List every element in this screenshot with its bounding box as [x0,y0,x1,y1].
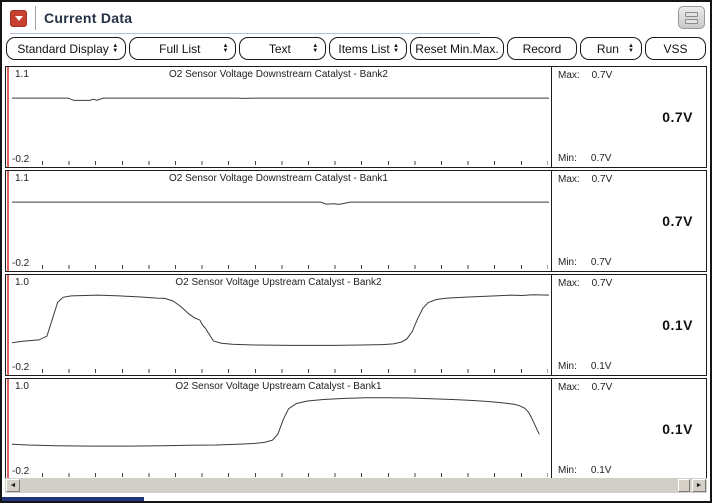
list-bars-icon [685,11,698,17]
button-label: Reset Min.Max. [415,41,499,56]
x-axis-ticks [42,369,548,373]
max-label: Max: [558,382,580,393]
readout-panel: Max: 0.7V 0.7V Min: 0.7V [553,171,706,271]
dropdown-label: Full List [159,41,201,56]
min-label: Min: [558,257,577,268]
x-axis-ticks [42,473,548,477]
y-min-label: -0.2 [12,154,30,165]
button-label: VSS [663,41,688,56]
dropdown-label: Text [268,41,291,56]
min-label: Min: [558,361,577,372]
y-min-label: -0.2 [12,362,30,373]
y-max-label: 1.1 [15,69,29,80]
chart-panel-upstream-bank2: 1.0 O2 Sensor Voltage Upstream Catalyst … [5,274,707,376]
chart-title: O2 Sensor Voltage Downstream Catalyst - … [169,69,388,80]
y-max-label: 1.1 [15,173,29,184]
window-menu-button[interactable] [10,9,27,27]
dropdown-label: Items List [338,41,390,56]
current-value: 0.1V [662,317,693,333]
sweep-cursor-line [7,171,9,271]
current-value: 0.1V [662,421,693,437]
y-max-label: 1.0 [15,381,29,392]
toolbar: Standard Display Full List Text Items Li… [2,34,710,65]
min-value: 0.7V [590,153,612,164]
title-bar: Current Data [2,2,710,34]
readout-panel: Max: 0.7V 0.1V Min: 0.1V [553,379,706,479]
min-value: 0.1V [590,361,612,372]
max-value: 0.7V [591,278,613,289]
items-list-dropdown[interactable]: Items List [329,37,407,60]
dropdown-arrows-icon [223,44,229,54]
display-mode-dropdown[interactable]: Standard Display [6,37,127,60]
plot-info-divider [551,379,552,479]
scroll-left-button[interactable]: ◄ [6,479,20,492]
trace-line [11,294,550,346]
chart-title: O2 Sensor Voltage Upstream Catalyst - Ba… [175,381,382,392]
horizontal-scrollbar[interactable]: ◄ ► [5,478,707,493]
chart-panel-upstream-bank1: 1.0 O2 Sensor Voltage Upstream Catalyst … [5,378,707,480]
x-axis-ticks [42,161,548,165]
chart-title: O2 Sensor Voltage Upstream Catalyst - Ba… [175,277,382,288]
report-list-button[interactable] [678,6,705,29]
chart-panel-downstream-bank1: 1.1 O2 Sensor Voltage Downstream Catalys… [5,170,707,272]
max-value: 0.7V [591,382,613,393]
sweep-cursor-line [7,379,9,479]
max-value: 0.7V [591,174,613,185]
chart-title: O2 Sensor Voltage Downstream Catalyst - … [169,173,388,184]
plot-info-divider [551,67,552,167]
sweep-cursor-line [7,275,9,375]
chart-panel-downstream-bank2: 1.1 O2 Sensor Voltage Downstream Catalys… [5,66,707,168]
max-value: 0.7V [591,70,613,81]
current-value: 0.7V [662,213,693,229]
record-button[interactable]: Record [506,37,577,60]
page-title: Current Data [44,10,133,26]
plot-info-divider [551,171,552,271]
title-underline [10,33,480,34]
plot-info-divider [551,275,552,375]
x-axis-ticks [42,265,548,269]
chart-stack: 1.1 O2 Sensor Voltage Downstream Catalys… [5,66,707,482]
dropdown-label: Run [596,41,619,56]
trace-line [12,97,549,101]
trace-line [12,201,549,205]
scroll-right-icon: ► [695,482,703,489]
dropdown-arrows-icon [393,44,399,54]
max-label: Max: [558,70,580,81]
dropdown-arrows-icon [312,44,318,54]
button-label: Record [522,41,562,56]
y-max-label: 1.0 [15,277,29,288]
max-label: Max: [558,174,580,185]
dropdown-arrows-icon [628,44,634,54]
list-scope-dropdown[interactable]: Full List [129,37,237,60]
readout-panel: Max: 0.7V 0.1V Min: 0.1V [553,275,706,375]
y-min-label: -0.2 [12,258,30,269]
scrollbar-thumb[interactable] [678,479,690,492]
current-value: 0.7V [662,109,693,125]
dropdown-label: Standard Display [17,41,109,56]
list-bars-icon [685,18,698,24]
vss-button[interactable]: VSS [644,37,706,60]
dropdown-arrows-icon [112,44,118,54]
reset-min-max-button[interactable]: Reset Min.Max. [409,37,504,60]
min-label: Min: [558,153,577,164]
y-min-label: -0.2 [12,466,30,477]
max-label: Max: [558,278,580,289]
scroll-left-icon: ◄ [9,482,17,489]
background-window-edge [2,497,144,501]
min-value: 0.1V [590,465,612,476]
run-dropdown[interactable]: Run [579,37,642,60]
view-format-dropdown[interactable]: Text [239,37,327,60]
scroll-right-button[interactable]: ► [692,479,706,492]
sweep-cursor-line [7,67,9,167]
min-value: 0.7V [590,257,612,268]
readout-panel: Max: 0.7V 0.7V Min: 0.7V [553,67,706,167]
red-down-arrow-icon [14,15,23,21]
min-label: Min: [558,465,577,476]
trace-line [11,397,540,447]
title-divider [35,6,36,30]
